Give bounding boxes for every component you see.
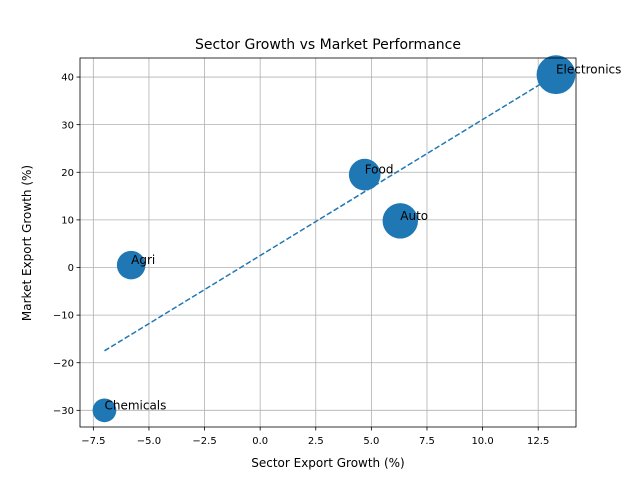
bubble-label-agri: Agri (131, 253, 155, 267)
x-tick-label: 2.5 (308, 436, 324, 447)
y-tick-label: 30 (61, 120, 74, 131)
bubble-electronics (536, 55, 576, 95)
x-tick-label: −2.5 (192, 436, 216, 447)
y-tick-label: 10 (61, 215, 74, 226)
bubble-auto (382, 203, 418, 239)
x-tick-label: −7.5 (81, 436, 105, 447)
bubble-label-electronics: Electronics (556, 63, 621, 77)
x-tick-label: 5.0 (363, 436, 379, 447)
trend-line (104, 74, 557, 352)
plot-frame (79, 57, 577, 428)
point-label-layer: Electronics Food Auto Agri Chemicals (104, 63, 621, 413)
grid-lines (80, 58, 576, 427)
y-tick-label: 40 (61, 73, 74, 84)
x-tick-label: 0.0 (252, 436, 268, 447)
x-tick-label: 7.5 (419, 436, 435, 447)
trend-layer (104, 74, 557, 352)
y-tick-label: −20 (53, 358, 74, 369)
y-tick-label: 0 (68, 263, 74, 274)
bubble-food (348, 158, 381, 191)
y-tick-label: 20 (61, 168, 74, 179)
bubble-label-chemicals: Chemicals (104, 398, 166, 412)
bubble-layer (92, 55, 576, 423)
axis-ticks: −7.5 −5.0 −2.5 0.0 2.5 5.0 7.5 10.0 12.5 −30 −20 −1… (53, 73, 549, 447)
bubble-chemicals (92, 398, 117, 423)
x-tick-label: 12.5 (527, 436, 549, 447)
y-tick-label: −10 (53, 311, 74, 322)
bubble-label-auto: Auto (400, 209, 428, 223)
bubble-agri (116, 250, 146, 280)
y-axis-label: Market Export Growth (%) (20, 165, 34, 321)
x-tick-label: −5.0 (137, 436, 161, 447)
y-tick-label: −30 (53, 406, 74, 417)
x-tick-label: 10.0 (471, 436, 493, 447)
chart-title: Sector Growth vs Market Performance (195, 37, 461, 53)
x-axis-label: Sector Export Growth (%) (251, 456, 405, 470)
bubble-label-food: Food (365, 163, 394, 177)
